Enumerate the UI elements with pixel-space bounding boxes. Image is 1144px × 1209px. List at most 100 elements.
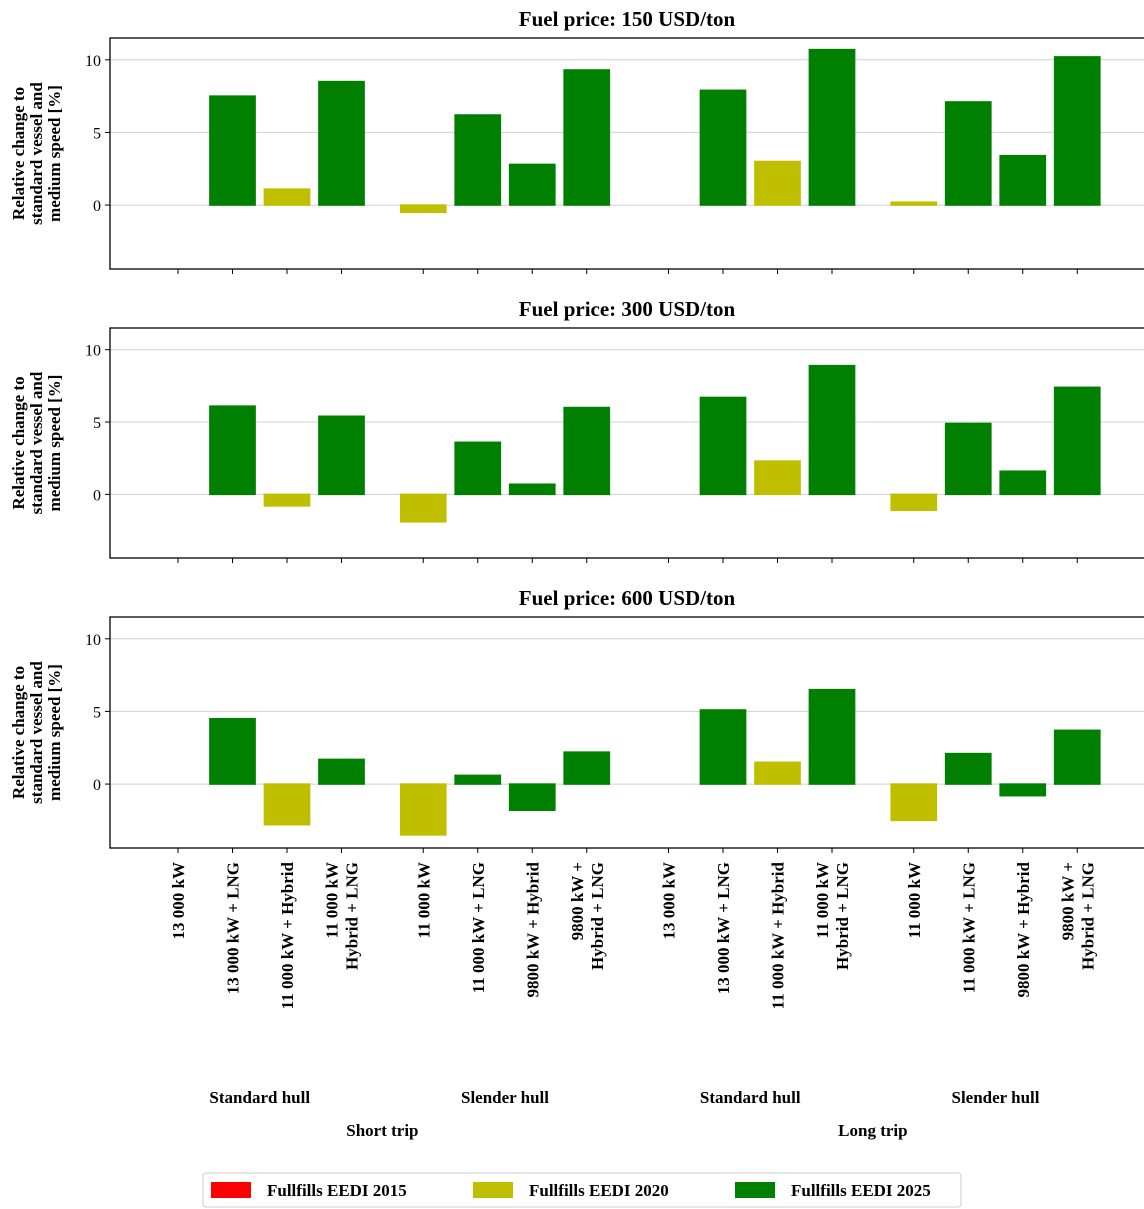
bar (999, 470, 1047, 496)
bar (890, 201, 938, 206)
x-tick-label: 13 000 kW + LNG (714, 862, 733, 994)
bar (944, 101, 992, 206)
bar (999, 783, 1047, 797)
y-tick-label: 10 (85, 343, 101, 360)
bar (1053, 56, 1101, 206)
y-tick-label: 5 (93, 704, 101, 721)
bar (318, 758, 365, 785)
y-tick-label: 5 (93, 125, 101, 142)
x-tick-label: 11 000 kW + Hybrid (278, 861, 297, 1009)
plot-frame (109, 327, 1144, 559)
bar (318, 80, 365, 206)
bar (1053, 729, 1101, 785)
y-axis-label: standard vessel and (27, 82, 46, 225)
x-tick-label: 9800 kW + (1058, 862, 1077, 940)
bar (563, 69, 611, 206)
bar (209, 717, 256, 785)
supergroup-label: Short trip (346, 1121, 418, 1140)
bar (890, 493, 938, 512)
x-tick-label: 9800 kW + (568, 862, 587, 940)
supergroup-label: Long trip (838, 1121, 907, 1140)
panel-title: Fuel price: 300 USD/ton (519, 297, 736, 321)
bar (508, 163, 556, 206)
bar (454, 441, 502, 496)
y-tick-label: 0 (93, 487, 101, 504)
bar (508, 783, 556, 811)
bar (1053, 386, 1101, 496)
bar (754, 460, 801, 496)
bar (808, 48, 856, 206)
x-tick-label: Hybrid + LNG (343, 862, 362, 970)
x-tick-label: 11 000 kW + Hybrid (769, 861, 788, 1009)
bar (263, 493, 311, 507)
x-tick-label: 13 000 kW + LNG (224, 862, 243, 994)
x-tick-label: 11 000 kW (323, 862, 342, 939)
y-axis-label: standard vessel and (27, 661, 46, 804)
x-tick-label: 11 000 kW (414, 862, 433, 939)
x-tick-label: 9800 kW + Hybrid (523, 861, 542, 997)
legend-swatch (211, 1182, 251, 1198)
x-tick-label: Hybrid + LNG (1078, 862, 1097, 970)
bar (699, 709, 747, 785)
y-axis-label: medium speed [%] (45, 85, 64, 222)
y-tick-label: 10 (85, 53, 101, 70)
bar (944, 422, 992, 496)
bar (209, 405, 256, 496)
legend-label: Fullfills EEDI 2015 (267, 1181, 407, 1200)
legend-label: Fullfills EEDI 2020 (529, 1181, 669, 1200)
bar (890, 783, 938, 822)
y-axis-label: Relative change to (9, 666, 28, 799)
y-tick-label: 0 (93, 777, 101, 794)
bar (563, 751, 611, 785)
y-tick-label: 0 (93, 198, 101, 215)
x-tick-label: 13 000 kW (660, 862, 679, 939)
x-tick-label: 11 000 kW + LNG (959, 862, 978, 993)
bar (399, 204, 447, 214)
x-tick-label: 13 000 kW (169, 862, 188, 939)
x-tick-label: 11 000 kW (905, 862, 924, 939)
bar (754, 160, 801, 206)
y-axis-label: Relative change to (9, 376, 28, 509)
y-axis-label: Relative change to (9, 87, 28, 220)
x-tick-label: 9800 kW + Hybrid (1014, 861, 1033, 997)
legend-swatch (473, 1182, 513, 1198)
legend-box (202, 1172, 962, 1208)
bar (454, 774, 502, 785)
legend-label: Fullfills EEDI 2025 (791, 1181, 931, 1200)
group-label: Standard hull (700, 1088, 801, 1107)
x-tick-label: 11 000 kW + LNG (469, 862, 488, 993)
bar (263, 783, 311, 826)
y-axis-label: medium speed [%] (45, 375, 64, 512)
bar (399, 783, 447, 836)
bar (999, 154, 1047, 206)
x-tick-label: Hybrid + LNG (588, 862, 607, 970)
y-tick-label: 10 (85, 632, 101, 649)
legend-swatch (735, 1182, 775, 1198)
plot-frame (109, 37, 1144, 270)
bar (808, 688, 856, 785)
group-label: Standard hull (209, 1088, 310, 1107)
group-label: Slender hull (951, 1088, 1039, 1107)
y-tick-label: 5 (93, 415, 101, 432)
bar (808, 364, 856, 496)
bar (699, 89, 747, 206)
panel-title: Fuel price: 600 USD/ton (519, 586, 736, 610)
group-label: Slender hull (461, 1088, 549, 1107)
plot-frame (109, 616, 1144, 849)
bar (944, 752, 992, 785)
bar (263, 188, 311, 206)
bar (699, 396, 747, 496)
bar (754, 761, 801, 785)
panel-title: Fuel price: 150 USD/ton (519, 7, 736, 31)
bar (508, 483, 556, 496)
bar (399, 493, 447, 523)
bar (563, 406, 611, 496)
x-tick-label: Hybrid + LNG (833, 862, 852, 970)
x-tick-label: 11 000 kW (813, 862, 832, 939)
bar (454, 114, 502, 206)
y-axis-label: medium speed [%] (45, 664, 64, 801)
y-axis-label: standard vessel and (27, 371, 46, 514)
bar (318, 415, 365, 496)
bar (209, 95, 256, 206)
